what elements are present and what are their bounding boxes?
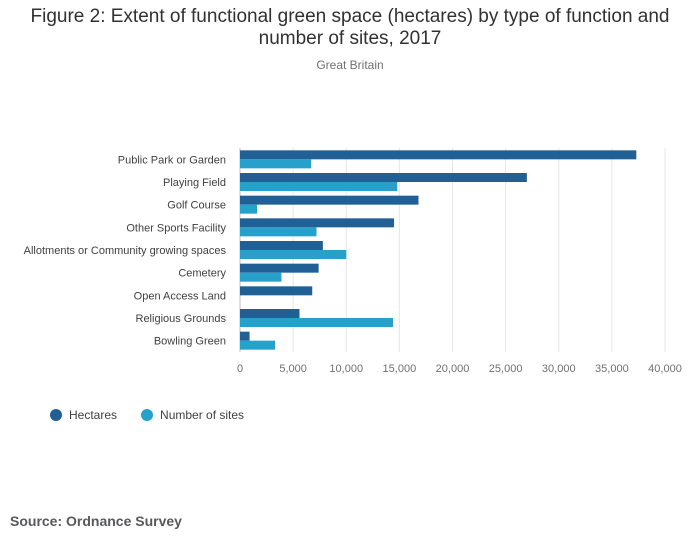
bar-hectares-playing-field[interactable]: [240, 173, 527, 182]
legend-item-number-of-sites[interactable]: Number of sites: [141, 408, 244, 422]
legend-label-hectares: Hectares: [69, 408, 118, 422]
bar-number-of-sites-other-sports-facility[interactable]: [240, 227, 317, 237]
bar-number-of-sites-bowling-green[interactable]: [240, 340, 276, 350]
legend: Hectares Number of sites: [50, 408, 244, 422]
category-label-allotments-or-community-growing-spaces: Allotments or Community growing spaces: [24, 245, 227, 257]
chart-subtitle: Great Britain: [316, 58, 384, 72]
x-tick-label: 0: [237, 363, 243, 375]
x-tick-label: 40,000: [648, 363, 682, 375]
bar-layer: [240, 150, 637, 350]
x-tick-label: 15,000: [383, 363, 417, 375]
legend-item-hectares[interactable]: Hectares: [50, 408, 117, 422]
bar-hectares-golf-course[interactable]: [240, 195, 419, 205]
category-label-playing-field: Playing Field: [163, 177, 226, 189]
category-label-golf-course: Golf Course: [167, 200, 226, 212]
x-tick-label: 30,000: [542, 363, 576, 375]
label-layer: 0 5,000 10,000 15,000 20,000 25,000 30,000 35,0…: [24, 154, 682, 375]
category-label-open-access-land: Open Access Land: [134, 290, 226, 302]
source-note: Source: Ordnance Survey: [10, 513, 182, 529]
category-label-cemetery: Cemetery: [178, 268, 226, 280]
bar-hectares-public-park-or-garden[interactable]: [240, 150, 637, 160]
legend-swatch-number-of-sites: [141, 409, 154, 421]
bar-number-of-sites-public-park-or-garden[interactable]: [240, 159, 312, 169]
legend-label-number-of-sites: Number of sites: [160, 408, 245, 422]
bar-number-of-sites-religious-grounds[interactable]: [240, 318, 393, 327]
bar-hectares-bowling-green[interactable]: [240, 331, 250, 341]
bar-hectares-cemetery[interactable]: [240, 263, 319, 273]
bar-number-of-sites-playing-field[interactable]: [240, 182, 398, 191]
bar-hectares-allotments-or-community-growing-spaces[interactable]: [240, 241, 323, 250]
category-label-public-park-or-garden: Public Park or Garden: [118, 154, 226, 166]
bar-number-of-sites-allotments-or-community-growing-spaces[interactable]: [240, 250, 347, 259]
bar-hectares-open-access-land[interactable]: [240, 286, 313, 296]
category-label-religious-grounds: Religious Grounds: [136, 313, 227, 325]
x-tick-label: 5,000: [279, 363, 307, 375]
chart-title-line-2: number of sites, 2017: [258, 28, 442, 49]
bar-hectares-other-sports-facility[interactable]: [240, 218, 395, 228]
bar-number-of-sites-cemetery[interactable]: [240, 272, 282, 282]
category-label-other-sports-facility: Other Sports Facility: [126, 222, 226, 234]
category-label-bowling-green: Bowling Green: [154, 336, 226, 348]
chart-title: Figure 2: Extent of functional green spa…: [0, 6, 700, 50]
x-tick-label: 35,000: [595, 363, 629, 375]
legend-swatch-hectares: [50, 409, 62, 421]
chart-title-line-1: Figure 2: Extent of functional green spa…: [30, 6, 670, 27]
x-tick-label: 25,000: [489, 363, 523, 375]
x-tick-label: 20,000: [436, 363, 470, 375]
bar-number-of-sites-golf-course[interactable]: [240, 204, 257, 214]
x-tick-label: 10,000: [329, 363, 363, 375]
bar-hectares-religious-grounds[interactable]: [240, 309, 300, 318]
